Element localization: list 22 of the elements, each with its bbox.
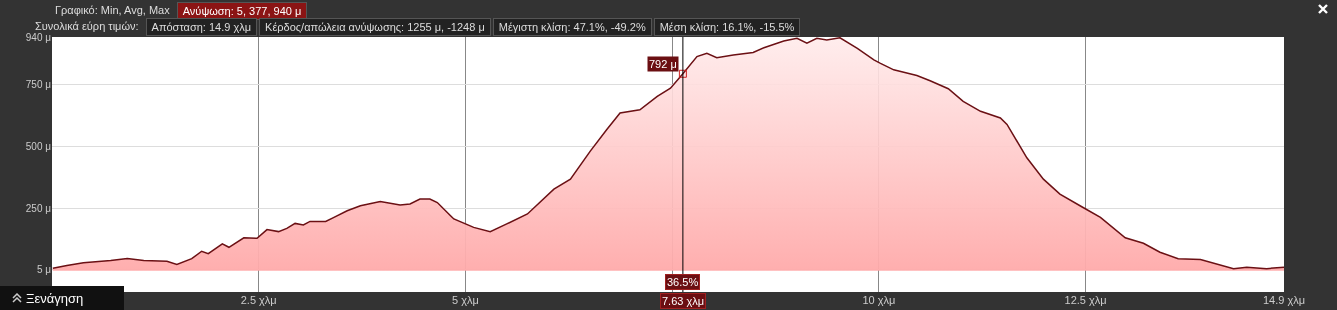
text: Απόσταση: 14.9 χλμ xyxy=(145,18,258,36)
x-tick-label: 14.9 χλμ xyxy=(1262,294,1306,306)
y-tick-label: 940 μ xyxy=(25,31,52,43)
y-tick-label: 500 μ xyxy=(25,140,52,152)
y-tick-label: 5 μ xyxy=(36,263,52,275)
text: Ανύψωση: 5, 377, 940 μ xyxy=(176,2,308,20)
annotation: 36.5% xyxy=(667,276,699,288)
x-tick-label: 2.5 χλμ xyxy=(240,294,277,306)
ref-line-label: 7.63 χλμ xyxy=(662,295,705,307)
y-tick-label: 750 μ xyxy=(25,78,52,90)
x-tick-label: 10 χλμ xyxy=(862,294,896,306)
annotation: 792 μ xyxy=(649,58,677,70)
x-tick-label: 12.5 χλμ xyxy=(1064,294,1107,306)
text: Μέγιστη κλίση: 47.1%, -49.2% xyxy=(492,18,652,36)
y-tick-label: 250 μ xyxy=(25,202,52,214)
text: Μέση κλίση: 16.1%, -15.5% xyxy=(653,18,801,36)
text: Κέρδος/απώλεια ανύψωσης: 1255 μ, -1248 μ xyxy=(259,18,491,36)
text: Συνολικά εύρη τιμών: xyxy=(34,19,140,33)
text: Γραφικό: Min, Avg, Max xyxy=(54,3,171,18)
annotation: Ξενάγηση xyxy=(26,290,84,306)
tour-button: Ξενάγηση xyxy=(0,286,124,310)
x-tick-label: 5 χλμ xyxy=(452,294,479,306)
